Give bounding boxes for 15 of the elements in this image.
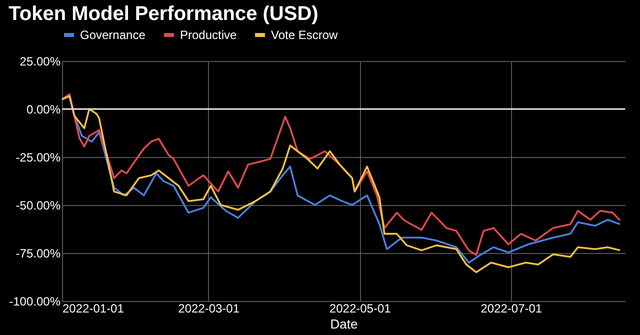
legend-label: Vote Escrow (271, 28, 338, 42)
x-tick-label: 2022-01-01 (62, 302, 124, 316)
y-tick-label: -75.00% (16, 246, 61, 260)
y-tick-label: -50.00% (16, 198, 61, 212)
x-tick-label: 2022-03-01 (178, 302, 240, 316)
y-tick-label: -25.00% (16, 150, 61, 164)
legend-label: Productive (180, 28, 238, 42)
x-tick-label: 2022-07-01 (480, 302, 542, 316)
legend-label: Governance (80, 28, 146, 42)
y-tick-label: 0.00% (26, 102, 61, 116)
x-tick-label: 2022-05-01 (329, 302, 392, 316)
y-tick-label: 25.00% (20, 54, 61, 68)
chart-title: Token Model Performance (USD) (8, 3, 318, 25)
x-axis-title: Date (330, 316, 358, 332)
y-tick-label: -100.00% (9, 294, 61, 308)
